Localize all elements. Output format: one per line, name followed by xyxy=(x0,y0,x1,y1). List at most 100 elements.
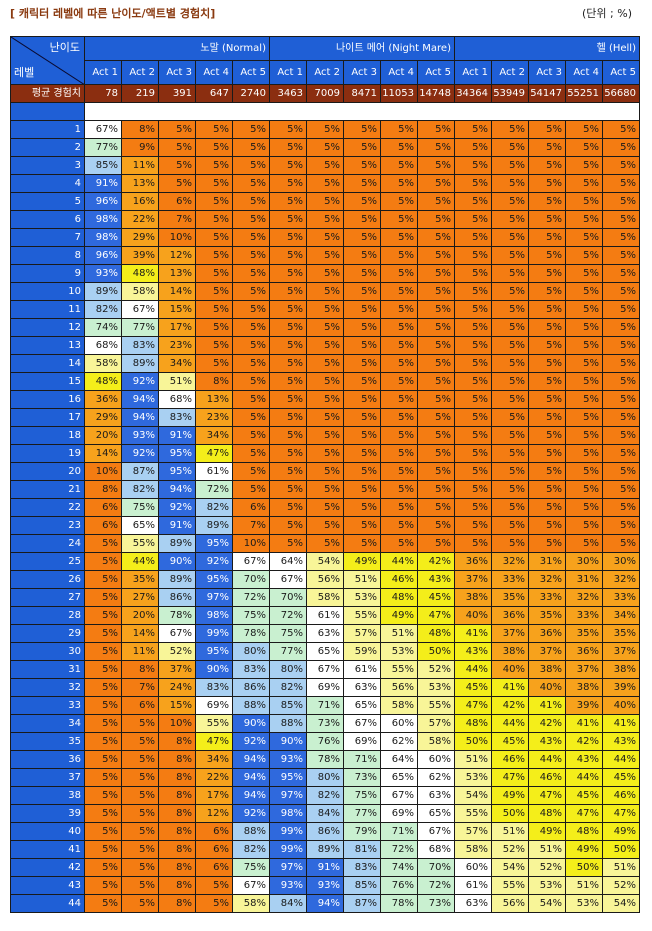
exp-percent-cell: 5% xyxy=(602,120,640,139)
exp-percent-cell: 5% xyxy=(491,318,529,337)
exp-percent-cell: 84% xyxy=(269,894,307,913)
exp-percent-cell: 5% xyxy=(269,426,307,445)
exp-percent-cell: 48% xyxy=(121,264,159,283)
exp-percent-cell: 5% xyxy=(343,282,381,301)
exp-percent-cell: 91% xyxy=(158,426,196,445)
exp-percent-cell: 54% xyxy=(528,894,566,913)
exp-percent-cell: 54% xyxy=(306,552,344,571)
exp-percent-cell: 42% xyxy=(528,714,566,733)
exp-percent-cell: 47% xyxy=(195,732,233,751)
exp-percent-cell: 5% xyxy=(269,174,307,193)
exp-percent-cell: 67% xyxy=(232,552,270,571)
exp-percent-cell: 73% xyxy=(417,894,455,913)
exp-percent-cell: 14% xyxy=(158,282,196,301)
exp-percent-cell: 75% xyxy=(232,858,270,877)
exp-percent-cell: 5% xyxy=(306,228,344,247)
exp-percent-cell: 5% xyxy=(306,264,344,283)
exp-percent-cell: 5% xyxy=(195,210,233,229)
exp-percent-cell: 89% xyxy=(158,570,196,589)
exp-percent-cell: 46% xyxy=(380,570,418,589)
exp-percent-cell: 35% xyxy=(565,624,603,643)
exp-percent-cell: 5% xyxy=(84,822,122,841)
exp-percent-cell: 5% xyxy=(528,534,566,553)
exp-percent-cell: 5% xyxy=(269,372,307,391)
exp-percent-cell: 42% xyxy=(565,732,603,751)
exp-percent-cell: 5% xyxy=(269,390,307,409)
exp-percent-cell: 5% xyxy=(602,462,640,481)
exp-percent-cell: 5% xyxy=(454,210,492,229)
exp-percent-cell: 5% xyxy=(528,192,566,211)
exp-percent-cell: 5% xyxy=(195,894,233,913)
exp-percent-cell: 43% xyxy=(528,732,566,751)
exp-percent-cell: 5% xyxy=(380,426,418,445)
exp-percent-cell: 51% xyxy=(491,822,529,841)
exp-percent-cell: 5% xyxy=(343,228,381,247)
exp-percent-cell: 8% xyxy=(158,858,196,877)
exp-percent-cell: 5% xyxy=(232,246,270,265)
exp-percent-cell: 31% xyxy=(528,552,566,571)
level-cell: 7 xyxy=(10,228,85,247)
exp-percent-cell: 5% xyxy=(454,444,492,463)
exp-percent-cell: 5% xyxy=(232,462,270,481)
level-cell: 27 xyxy=(10,588,85,607)
table-row: 27 5% 27% 86% 97% 72% 70% 58% 53% 48% 45% 38% 35% 33%… xyxy=(10,588,640,607)
exp-percent-cell: 79% xyxy=(343,822,381,841)
exp-percent-cell: 97% xyxy=(269,786,307,805)
exp-percent-cell: 50% xyxy=(454,732,492,751)
exp-percent-cell: 91% xyxy=(306,858,344,877)
exp-percent-cell: 99% xyxy=(195,624,233,643)
exp-percent-cell: 95% xyxy=(158,462,196,481)
exp-percent-cell: 8% xyxy=(121,120,159,139)
exp-percent-cell: 5% xyxy=(417,426,455,445)
act-header: Act 3 xyxy=(158,60,196,85)
exp-percent-cell: 98% xyxy=(195,606,233,625)
exp-percent-cell: 99% xyxy=(269,840,307,859)
exp-percent-cell: 5% xyxy=(491,336,529,355)
exp-percent-cell: 94% xyxy=(121,408,159,427)
exp-percent-cell: 5% xyxy=(417,498,455,517)
exp-percent-cell: 5% xyxy=(269,408,307,427)
exp-percent-cell: 38% xyxy=(602,660,640,679)
exp-percent-cell: 5% xyxy=(306,480,344,499)
exp-percent-cell: 5% xyxy=(121,840,159,859)
exp-percent-cell: 5% xyxy=(232,228,270,247)
exp-percent-cell: 15% xyxy=(158,300,196,319)
table-row: 26 5% 35% 89% 95% 70% 67% 56% 51% 46% 43% 37% 33% 32%… xyxy=(10,570,640,589)
exp-percent-cell: 52% xyxy=(528,858,566,877)
exp-percent-cell: 5% xyxy=(491,534,529,553)
exp-percent-cell: 92% xyxy=(195,552,233,571)
level-cell: 18 xyxy=(10,426,85,445)
exp-percent-cell: 34% xyxy=(158,354,196,373)
exp-percent-cell: 5% xyxy=(195,228,233,247)
level-cell: 28 xyxy=(10,606,85,625)
exp-percent-cell: 5% xyxy=(84,768,122,787)
exp-percent-cell: 65% xyxy=(417,804,455,823)
exp-percent-cell: 5% xyxy=(269,462,307,481)
act-header: Act 4 xyxy=(380,60,418,85)
experience-table: 난이도 레벨 노말 (Normal) 나이트 메어 (Night Mare) 헬… xyxy=(10,36,640,913)
exp-percent-cell: 56% xyxy=(491,894,529,913)
exp-percent-cell: 5% xyxy=(232,480,270,499)
table-row: 41 5% 5% 8% 6% 82% 99% 89% 81% 72% 68% 58% 52% 51% 49%… xyxy=(10,840,640,859)
exp-percent-cell: 10% xyxy=(158,228,196,247)
exp-percent-cell: 6% xyxy=(84,516,122,535)
exp-percent-cell: 5% xyxy=(417,192,455,211)
exp-percent-cell: 5% xyxy=(528,462,566,481)
exp-percent-cell: 40% xyxy=(491,660,529,679)
exp-percent-cell: 5% xyxy=(528,174,566,193)
exp-percent-cell: 5% xyxy=(306,462,344,481)
exp-percent-cell: 5% xyxy=(565,480,603,499)
exp-percent-cell: 65% xyxy=(343,696,381,715)
exp-percent-cell: 6% xyxy=(195,858,233,877)
exp-percent-cell: 5% xyxy=(343,444,381,463)
exp-percent-cell: 5% xyxy=(269,318,307,337)
table-title: [ 캐릭터 레벨에 따른 난이도/액트별 경험치] xyxy=(10,7,216,20)
level-cell: 9 xyxy=(10,264,85,283)
exp-percent-cell: 5% xyxy=(306,372,344,391)
exp-percent-cell: 5% xyxy=(602,444,640,463)
exp-percent-cell: 36% xyxy=(565,642,603,661)
exp-percent-cell: 40% xyxy=(602,696,640,715)
exp-percent-cell: 43% xyxy=(565,750,603,769)
level-cell: 4 xyxy=(10,174,85,193)
exp-percent-cell: 16% xyxy=(121,192,159,211)
